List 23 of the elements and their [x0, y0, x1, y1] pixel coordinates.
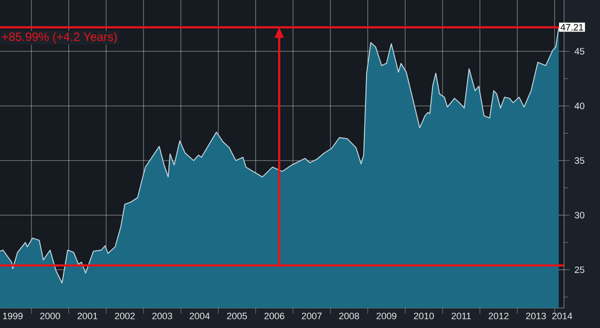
x-tick-label: 2013	[526, 312, 546, 320]
y-tick-label: 25	[574, 266, 584, 274]
x-tick-label: 2002	[114, 312, 135, 320]
x-tick-label: 2011	[452, 312, 471, 320]
x-tick-label: 2001	[78, 312, 98, 320]
x-tick-label: 2010	[414, 312, 434, 320]
x-tick-label: 2000	[40, 312, 60, 320]
y-tick-label: 40	[574, 102, 584, 110]
x-tick-label: 2003	[152, 312, 172, 320]
annotation: +85.99% (+4.2 Years)	[2, 32, 117, 44]
x-tick-label: 2005	[227, 312, 247, 320]
y-tick-label: 30	[574, 212, 584, 218]
x-tick-label: 1999	[3, 312, 23, 320]
y-tick-label: 35	[574, 157, 584, 164]
x-tick-label: 2008	[339, 312, 360, 320]
x-tick-label: 2004	[190, 312, 210, 320]
y-tick-label: 45	[574, 48, 584, 55]
x-tick-label: 2007	[302, 312, 322, 320]
x-tick-label: 2009	[376, 312, 396, 320]
x-tick-label: 2012	[488, 312, 508, 320]
x-tick-label: 2006	[264, 312, 284, 320]
annotation: 47.21	[560, 24, 584, 30]
x-tick-label: 2014	[552, 312, 572, 320]
